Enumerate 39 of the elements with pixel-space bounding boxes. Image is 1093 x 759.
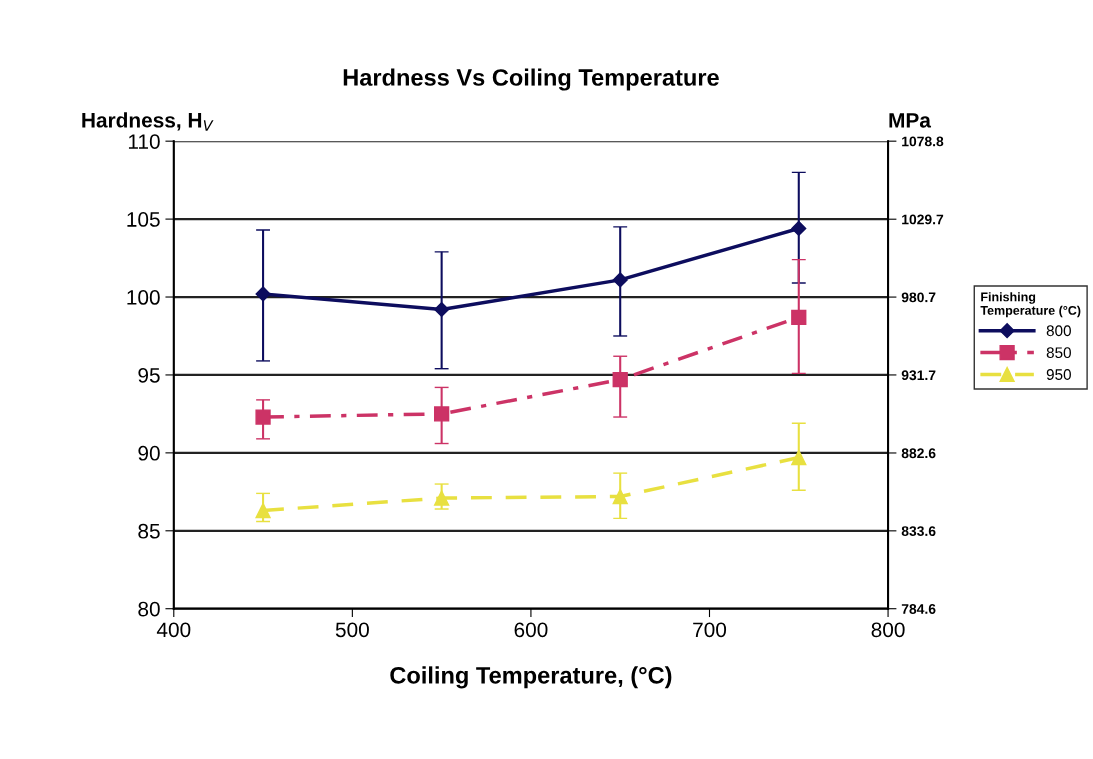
y-tick-label: 80 xyxy=(138,601,160,617)
point xyxy=(434,406,450,422)
y2-tick-label: 1029.7 xyxy=(902,214,944,225)
legend-title: Finishing Temperature (°C) xyxy=(980,292,1081,318)
y2-axis-title: MPa xyxy=(889,113,932,128)
point xyxy=(255,286,271,302)
y-tick-label: 105 xyxy=(127,212,160,227)
y2-tick-label: 882.6 xyxy=(901,448,936,459)
point xyxy=(612,272,628,288)
point xyxy=(612,488,628,505)
y-tick-label: 100 xyxy=(127,290,160,305)
y2-tick-label: 931.7 xyxy=(901,370,936,381)
x-tick-label: 800 xyxy=(871,622,905,638)
point xyxy=(434,301,450,318)
x-tick-label: 600 xyxy=(514,622,548,638)
point xyxy=(612,371,628,388)
legend-label: 850 xyxy=(1046,347,1071,359)
point xyxy=(791,309,807,325)
y-tick-label: 85 xyxy=(138,523,160,539)
point xyxy=(791,220,807,237)
y-tick-label: 110 xyxy=(128,134,160,149)
y-axis-title: Hardness, H$_{V}$ xyxy=(82,112,214,131)
y-tick-label: 90 xyxy=(138,445,160,461)
x-tick-label: 700 xyxy=(693,622,727,638)
x-tick-label: 400 xyxy=(156,622,191,638)
point xyxy=(255,502,271,519)
legend-label: 800 xyxy=(1046,325,1071,337)
y2-tick-label: 833.6 xyxy=(901,526,936,537)
y2-tick-label: 980.7 xyxy=(901,292,936,303)
y-tick-label: 95 xyxy=(138,367,160,383)
x-axis-title: Coiling Temperature, (°C) xyxy=(390,666,672,689)
point xyxy=(255,409,271,425)
point xyxy=(434,490,450,506)
y2-tick-label: 784.6 xyxy=(901,604,936,614)
legend-label: 950 xyxy=(1046,369,1071,380)
x-tick-label: 500 xyxy=(335,622,369,638)
point xyxy=(791,449,807,466)
chart-title: Hardness Vs Coiling Temperature xyxy=(343,68,719,91)
y2-tick-label: 1078.8 xyxy=(902,136,944,147)
